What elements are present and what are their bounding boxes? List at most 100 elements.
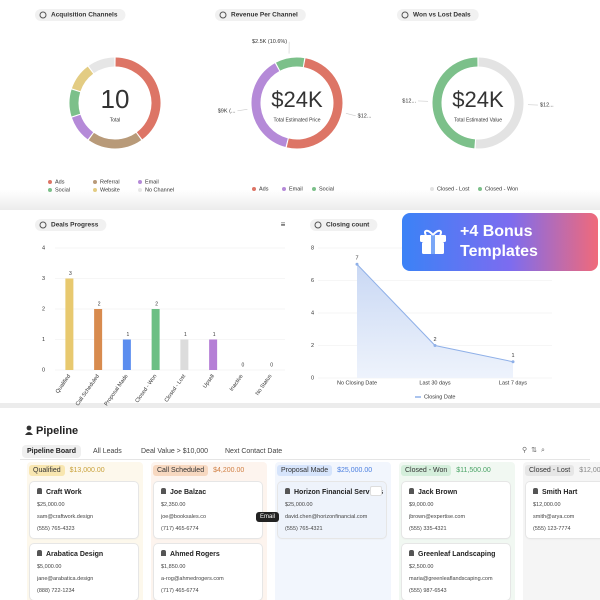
tab-underline bbox=[20, 459, 590, 460]
donut-segment bbox=[69, 89, 81, 117]
bar bbox=[122, 339, 131, 370]
y-tick-label: 3 bbox=[42, 276, 45, 282]
legend-label: Closed - Won bbox=[485, 186, 518, 192]
view-tab[interactable]: All Leads bbox=[93, 448, 122, 455]
x-tick-label: Last 7 days bbox=[499, 380, 527, 386]
filter-icon: ≡ bbox=[281, 220, 286, 229]
pipeline: Pipeline ⚲⇅⌕ Pipeline Board All Leads Deal… bbox=[0, 410, 600, 600]
center-label: Total Estimated Value bbox=[454, 117, 502, 123]
donut-segment bbox=[71, 114, 94, 140]
bonus-banner[interactable]: +4 Bonus Templates bbox=[402, 213, 598, 271]
column-total: $25,000.00 bbox=[337, 467, 373, 474]
data-label: 1 bbox=[184, 332, 187, 338]
deal-card[interactable]: Jack Brown $9,000.00 jbrown@expertise.com (… bbox=[402, 482, 510, 538]
title-icon bbox=[39, 11, 47, 19]
legend-label: Closed - Lost bbox=[437, 186, 470, 192]
deal-card[interactable]: Craft Work $25,000.00 sam@craftwork.design… bbox=[30, 482, 138, 538]
bar bbox=[209, 339, 218, 370]
bar bbox=[180, 339, 189, 370]
deal-card[interactable]: Arabatica Design $5,000.00 jane@arabatica.… bbox=[30, 544, 138, 600]
data-label: 0 bbox=[270, 362, 273, 368]
title-pill bbox=[215, 9, 306, 21]
donut-segment bbox=[71, 66, 94, 92]
card-email: a-rog@ahmedrogers.com bbox=[161, 576, 224, 582]
donut-segment bbox=[115, 57, 161, 140]
point bbox=[511, 360, 515, 364]
more-button[interactable] bbox=[370, 486, 382, 496]
title-icon bbox=[39, 221, 47, 229]
leader-line bbox=[237, 108, 248, 112]
view-tools[interactable]: ⚲⇅⌕ bbox=[522, 447, 549, 454]
person-icon bbox=[37, 488, 42, 494]
person-icon bbox=[161, 488, 166, 494]
card-title: Joe Balzac bbox=[170, 489, 207, 496]
section-divider bbox=[0, 190, 600, 210]
x-tick-label: Last 30 days bbox=[419, 380, 450, 386]
card-title: Horizon Financial Services bbox=[294, 489, 384, 496]
bar bbox=[151, 309, 160, 370]
legend-label: Ads bbox=[259, 186, 269, 192]
deal-card[interactable]: Horizon Financial Services $25,000.00 davi… bbox=[278, 482, 386, 538]
value-label: $12... bbox=[402, 98, 416, 104]
view-tab[interactable]: Next Contact Date bbox=[225, 448, 283, 455]
deal-card[interactable]: Joe Balzac $2,350.00 joe@booksales.co (717)… bbox=[154, 482, 262, 538]
chart-title: Acquisition Channels bbox=[51, 12, 118, 19]
card-phone: (555) 765-4323 bbox=[37, 526, 75, 532]
legend-swatch bbox=[93, 180, 97, 184]
bar bbox=[94, 309, 103, 370]
card-amount: $1,850.00 bbox=[161, 564, 186, 570]
card-amount: $9,000.00 bbox=[409, 502, 434, 508]
gift-icon bbox=[420, 229, 446, 254]
y-tick-label: 1 bbox=[42, 337, 45, 343]
card-name: Jack Brown bbox=[409, 488, 510, 496]
column-header: Qualified $13,000.00 bbox=[29, 465, 105, 476]
board-column: Proposal Made $25,000.00 Horizon Financial… bbox=[275, 462, 391, 600]
value-label: $2.5K (10.6%) bbox=[252, 39, 287, 45]
card-name: Ahmed Rogers bbox=[161, 550, 262, 558]
legend-label: Closing Date bbox=[424, 394, 456, 400]
legend-swatch bbox=[48, 180, 52, 184]
legend-swatch bbox=[430, 187, 434, 191]
center-label: Total Estimated Price bbox=[274, 117, 321, 123]
card-phone: (717) 465-6774 bbox=[161, 526, 199, 532]
column-header: Closed - Lost $12,000.00 bbox=[525, 465, 600, 476]
legend-label: Email bbox=[289, 186, 303, 192]
donut-segment bbox=[88, 57, 115, 74]
card-phone: (555) 765-4321 bbox=[285, 526, 323, 532]
donut-segment bbox=[251, 63, 288, 148]
card-name: Arabatica Design bbox=[37, 550, 138, 558]
card-name: Craft Work bbox=[37, 488, 138, 496]
data-label: 1 bbox=[511, 353, 514, 359]
card-email: smith@arya.com bbox=[533, 514, 575, 520]
data-label: 2 bbox=[433, 337, 436, 343]
deal-card[interactable]: Smith Hart $12,000.00 smith@arya.com (555) … bbox=[526, 482, 600, 538]
y-tick-label: 2 bbox=[42, 306, 45, 312]
deal-card[interactable]: Ahmed Rogers $1,850.00 a-rog@ahmedrogers.c… bbox=[154, 544, 262, 600]
board-column: Closed - Won $11,500.00 Jack Brown $9,000.0… bbox=[399, 462, 515, 600]
banner-text: +4 Bonus Templates bbox=[460, 223, 538, 260]
column-total: $11,500.00 bbox=[456, 467, 491, 474]
legend-label: Social bbox=[319, 186, 334, 192]
legend-swatch bbox=[312, 187, 316, 191]
deal-card[interactable]: Greenleaf Landscaping $2,500.00 maria@gree… bbox=[402, 544, 510, 600]
donut-segment bbox=[88, 132, 142, 149]
center-label: Total bbox=[110, 117, 121, 123]
card-phone: (555) 987-6543 bbox=[409, 588, 447, 594]
card-amount: $25,000.00 bbox=[37, 502, 65, 508]
title-icon bbox=[219, 11, 227, 19]
x-tick-label: Closed - Won bbox=[134, 374, 158, 405]
card-title: Ahmed Rogers bbox=[170, 551, 220, 558]
status-pill: Qualified bbox=[29, 465, 65, 476]
title-pill bbox=[310, 219, 378, 231]
data-label: 2 bbox=[155, 301, 158, 307]
chart-title: Closing count bbox=[326, 222, 370, 229]
view-tab[interactable]: Deal Value > $10,000 bbox=[141, 448, 209, 455]
title-icon bbox=[401, 11, 409, 19]
card-phone: (888) 722-1234 bbox=[37, 588, 75, 594]
card-title: Jack Brown bbox=[418, 489, 458, 496]
view-tab[interactable]: Pipeline Board bbox=[22, 445, 82, 458]
legend-label: Referral bbox=[100, 179, 120, 185]
card-title: Craft Work bbox=[46, 489, 82, 496]
chart-title: Won vs Lost Deals bbox=[413, 12, 471, 19]
column-total: $4,200.00 bbox=[213, 467, 245, 474]
